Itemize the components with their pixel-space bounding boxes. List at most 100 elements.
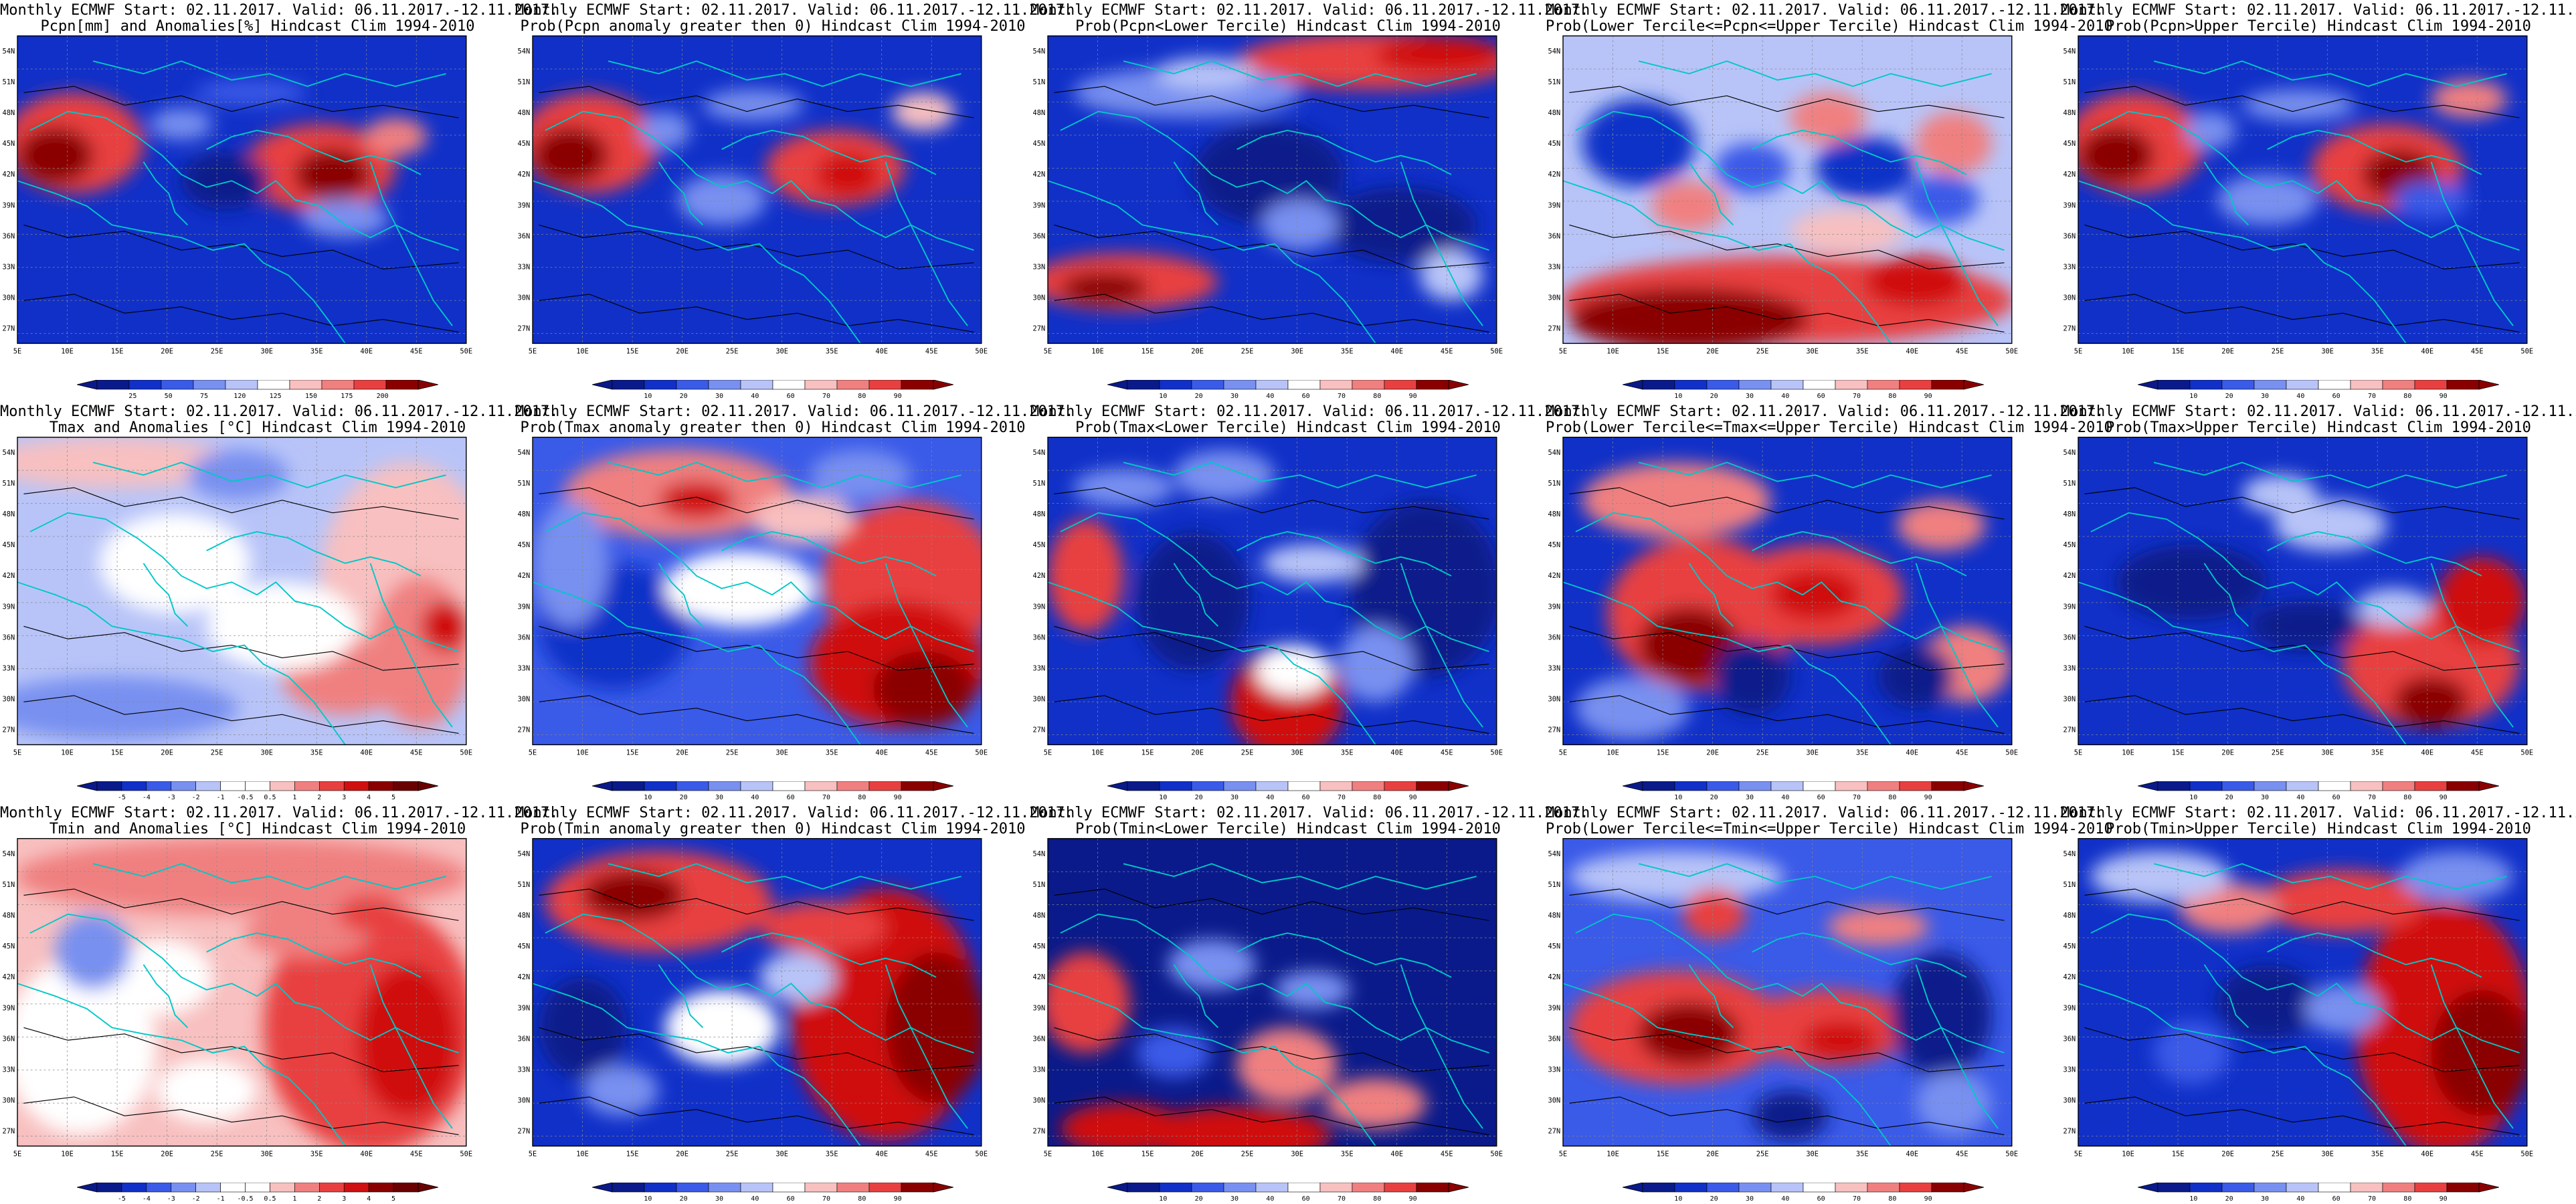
colorbar-tick-label: 1 — [292, 794, 296, 801]
colorbar-bin — [804, 781, 838, 791]
coastline — [2090, 512, 2520, 652]
panel-title-line2: Prob(Pcpn anomaly greater then 0) Hindca… — [520, 18, 1026, 35]
colorbar-tick-label: 20 — [1195, 794, 1203, 801]
lat-tick-label: 30N — [3, 695, 15, 703]
contour-line — [539, 1096, 974, 1135]
colorbar-bin — [2221, 781, 2255, 791]
panel-title-line2: Tmax and Anomalies [°C] Hindcast Clim 19… — [49, 419, 466, 436]
colorbar-bin — [225, 380, 258, 390]
colorbar-tick-label: 70 — [1338, 794, 1346, 801]
anomaly-region — [1903, 174, 1979, 225]
anomaly-region — [1770, 569, 1859, 620]
lon-tick-label: 15E — [1657, 1150, 1669, 1158]
anomaly-region — [1155, 58, 1256, 90]
colorbar-bin — [2221, 1183, 2255, 1193]
panel-title-line1: Monthly ECMWF Start: 02.11.2017. Valid: … — [0, 403, 559, 420]
panel-title-line1: Monthly ECMWF Start: 02.11.2017. Valid: … — [1030, 2, 1589, 19]
coastline — [92, 462, 446, 489]
coastline — [1575, 913, 2005, 1054]
lat-tick-label: 48N — [2063, 109, 2076, 117]
lon-tick-label: 15E — [2172, 748, 2185, 757]
map-frame — [532, 436, 982, 746]
colorbar-bin — [1319, 781, 1353, 791]
colorbar-tick-label: 50 — [165, 393, 173, 400]
panel-title-line2: Tmin and Anomalies [°C] Hindcast Clim 19… — [49, 821, 466, 837]
colorbar-tick-label: 30 — [1746, 393, 1754, 400]
lat-tick-label: 30N — [2063, 1096, 2076, 1104]
colorbar-bin — [1384, 781, 1417, 791]
lat-tick-label: 33N — [3, 263, 15, 271]
lat-tick-label: 54N — [1548, 850, 1561, 858]
colorbar-tick-label: 70 — [1338, 393, 1346, 400]
colorbar-bin — [1287, 1183, 1321, 1193]
anomaly-region — [583, 1065, 659, 1116]
lon-tick-label: 15E — [1141, 1150, 1154, 1158]
contour-line — [23, 294, 459, 332]
colorbar-bin — [1803, 781, 1836, 791]
colorbar-bin — [2414, 1183, 2448, 1193]
lat-tick-label: 51N — [1548, 78, 1561, 86]
colorbar-right-arrow — [2478, 781, 2499, 791]
colorbar-tick-label: 10 — [2189, 1195, 2197, 1203]
colorbar-bin — [1127, 781, 1160, 791]
coastline — [2203, 161, 2249, 225]
lat-tick-label: 54N — [1548, 47, 1561, 56]
anomaly-region — [640, 111, 691, 150]
coastline — [721, 530, 937, 577]
coastline — [2153, 60, 2507, 88]
map-plot: 54N 51N 48N 45N 42N 39N 36N 33N 30N 27N 5E 10E 15E 20… — [1033, 837, 1503, 1158]
lon-tick-label: 15E — [111, 347, 124, 355]
colorbar-tick-label: 80 — [1888, 393, 1896, 400]
lat-tick-label: 51N — [518, 480, 531, 488]
colorbar-bin — [804, 1183, 838, 1193]
colorbar: 25 50 75 120 125 150 175 200 — [77, 380, 438, 400]
lat-tick-label: 48N — [3, 510, 15, 518]
lat-tick-label: 51N — [3, 480, 15, 488]
colorbar-bin — [146, 1183, 172, 1193]
panel-title-line1: Monthly ECMWF Start: 02.11.2017. Valid: … — [515, 2, 1074, 19]
colorbar-tick-label: 30 — [1230, 393, 1238, 400]
map-plot: 54N 51N 48N 45N 42N 39N 36N 33N 30N 27N 5E 10E 15E 20… — [2063, 837, 2533, 1158]
colorbar-bin — [2414, 781, 2448, 791]
coastline — [1575, 512, 2005, 652]
lat-tick-label: 42N — [1548, 973, 1561, 981]
colorbar-left-arrow — [2138, 380, 2158, 390]
lon-tick-label: 10E — [1091, 347, 1104, 355]
colorbar-bin — [1899, 781, 1932, 791]
contour-line — [1054, 888, 1489, 921]
lon-tick-label: 25E — [1241, 748, 1254, 757]
colorbar-tick-label: 10 — [2189, 393, 2197, 400]
lon-tick-label: 20E — [1706, 347, 1719, 355]
coastline — [2078, 180, 2407, 344]
colorbar-tick-label: 3 — [342, 1195, 346, 1203]
contour-line — [2084, 625, 2520, 671]
map-plot: 54N 51N 48N 45N 42N 39N 36N 33N 30N 27N 5E 10E 15E 20… — [1033, 436, 1503, 757]
colorbar-tick-label: 80 — [2403, 794, 2411, 801]
colorbar-tick-label: 70 — [2368, 1195, 2376, 1203]
colorbar: -5 -4 -3 -2 -1 -0.5 0.5 1 2 3 4 5 — [77, 1183, 438, 1203]
colorbar-bin — [1642, 781, 1675, 791]
lon-tick-label: 45E — [2471, 1150, 2484, 1158]
colorbar-bin — [289, 380, 323, 390]
map-plot: 54N 51N 48N 45N 42N 39N 36N 33N 30N 27N 5E 10E 15E 20… — [3, 837, 472, 1158]
colorbar-bin — [1931, 380, 1964, 390]
anomaly-region — [1897, 500, 1986, 551]
coastline — [143, 161, 189, 225]
colorbar-tick-label: 10 — [1159, 393, 1167, 400]
colorbar-bin — [1867, 1183, 1900, 1193]
lat-tick-label: 33N — [2063, 1066, 2076, 1074]
contour-line — [23, 487, 459, 520]
colorbar-bin — [2318, 1183, 2351, 1193]
colorbar-tick-label: 80 — [858, 794, 866, 801]
colorbar-bin — [368, 781, 394, 791]
lat-tick-label: 27N — [2063, 1128, 2076, 1136]
coastline — [1048, 983, 1376, 1146]
colorbar-bin — [1899, 1183, 1932, 1193]
panel-title-line1: Monthly ECMWF Start: 02.11.2017. Valid: … — [2061, 805, 2576, 821]
colorbar-tick-label: 10 — [2189, 794, 2197, 801]
colorbar-tick-label: 60 — [1302, 393, 1310, 400]
contour-line — [1569, 86, 2005, 118]
lon-tick-label: 35E — [310, 1150, 323, 1158]
anomaly-region — [1790, 92, 1866, 143]
lon-tick-label: 40E — [1390, 1150, 1403, 1158]
